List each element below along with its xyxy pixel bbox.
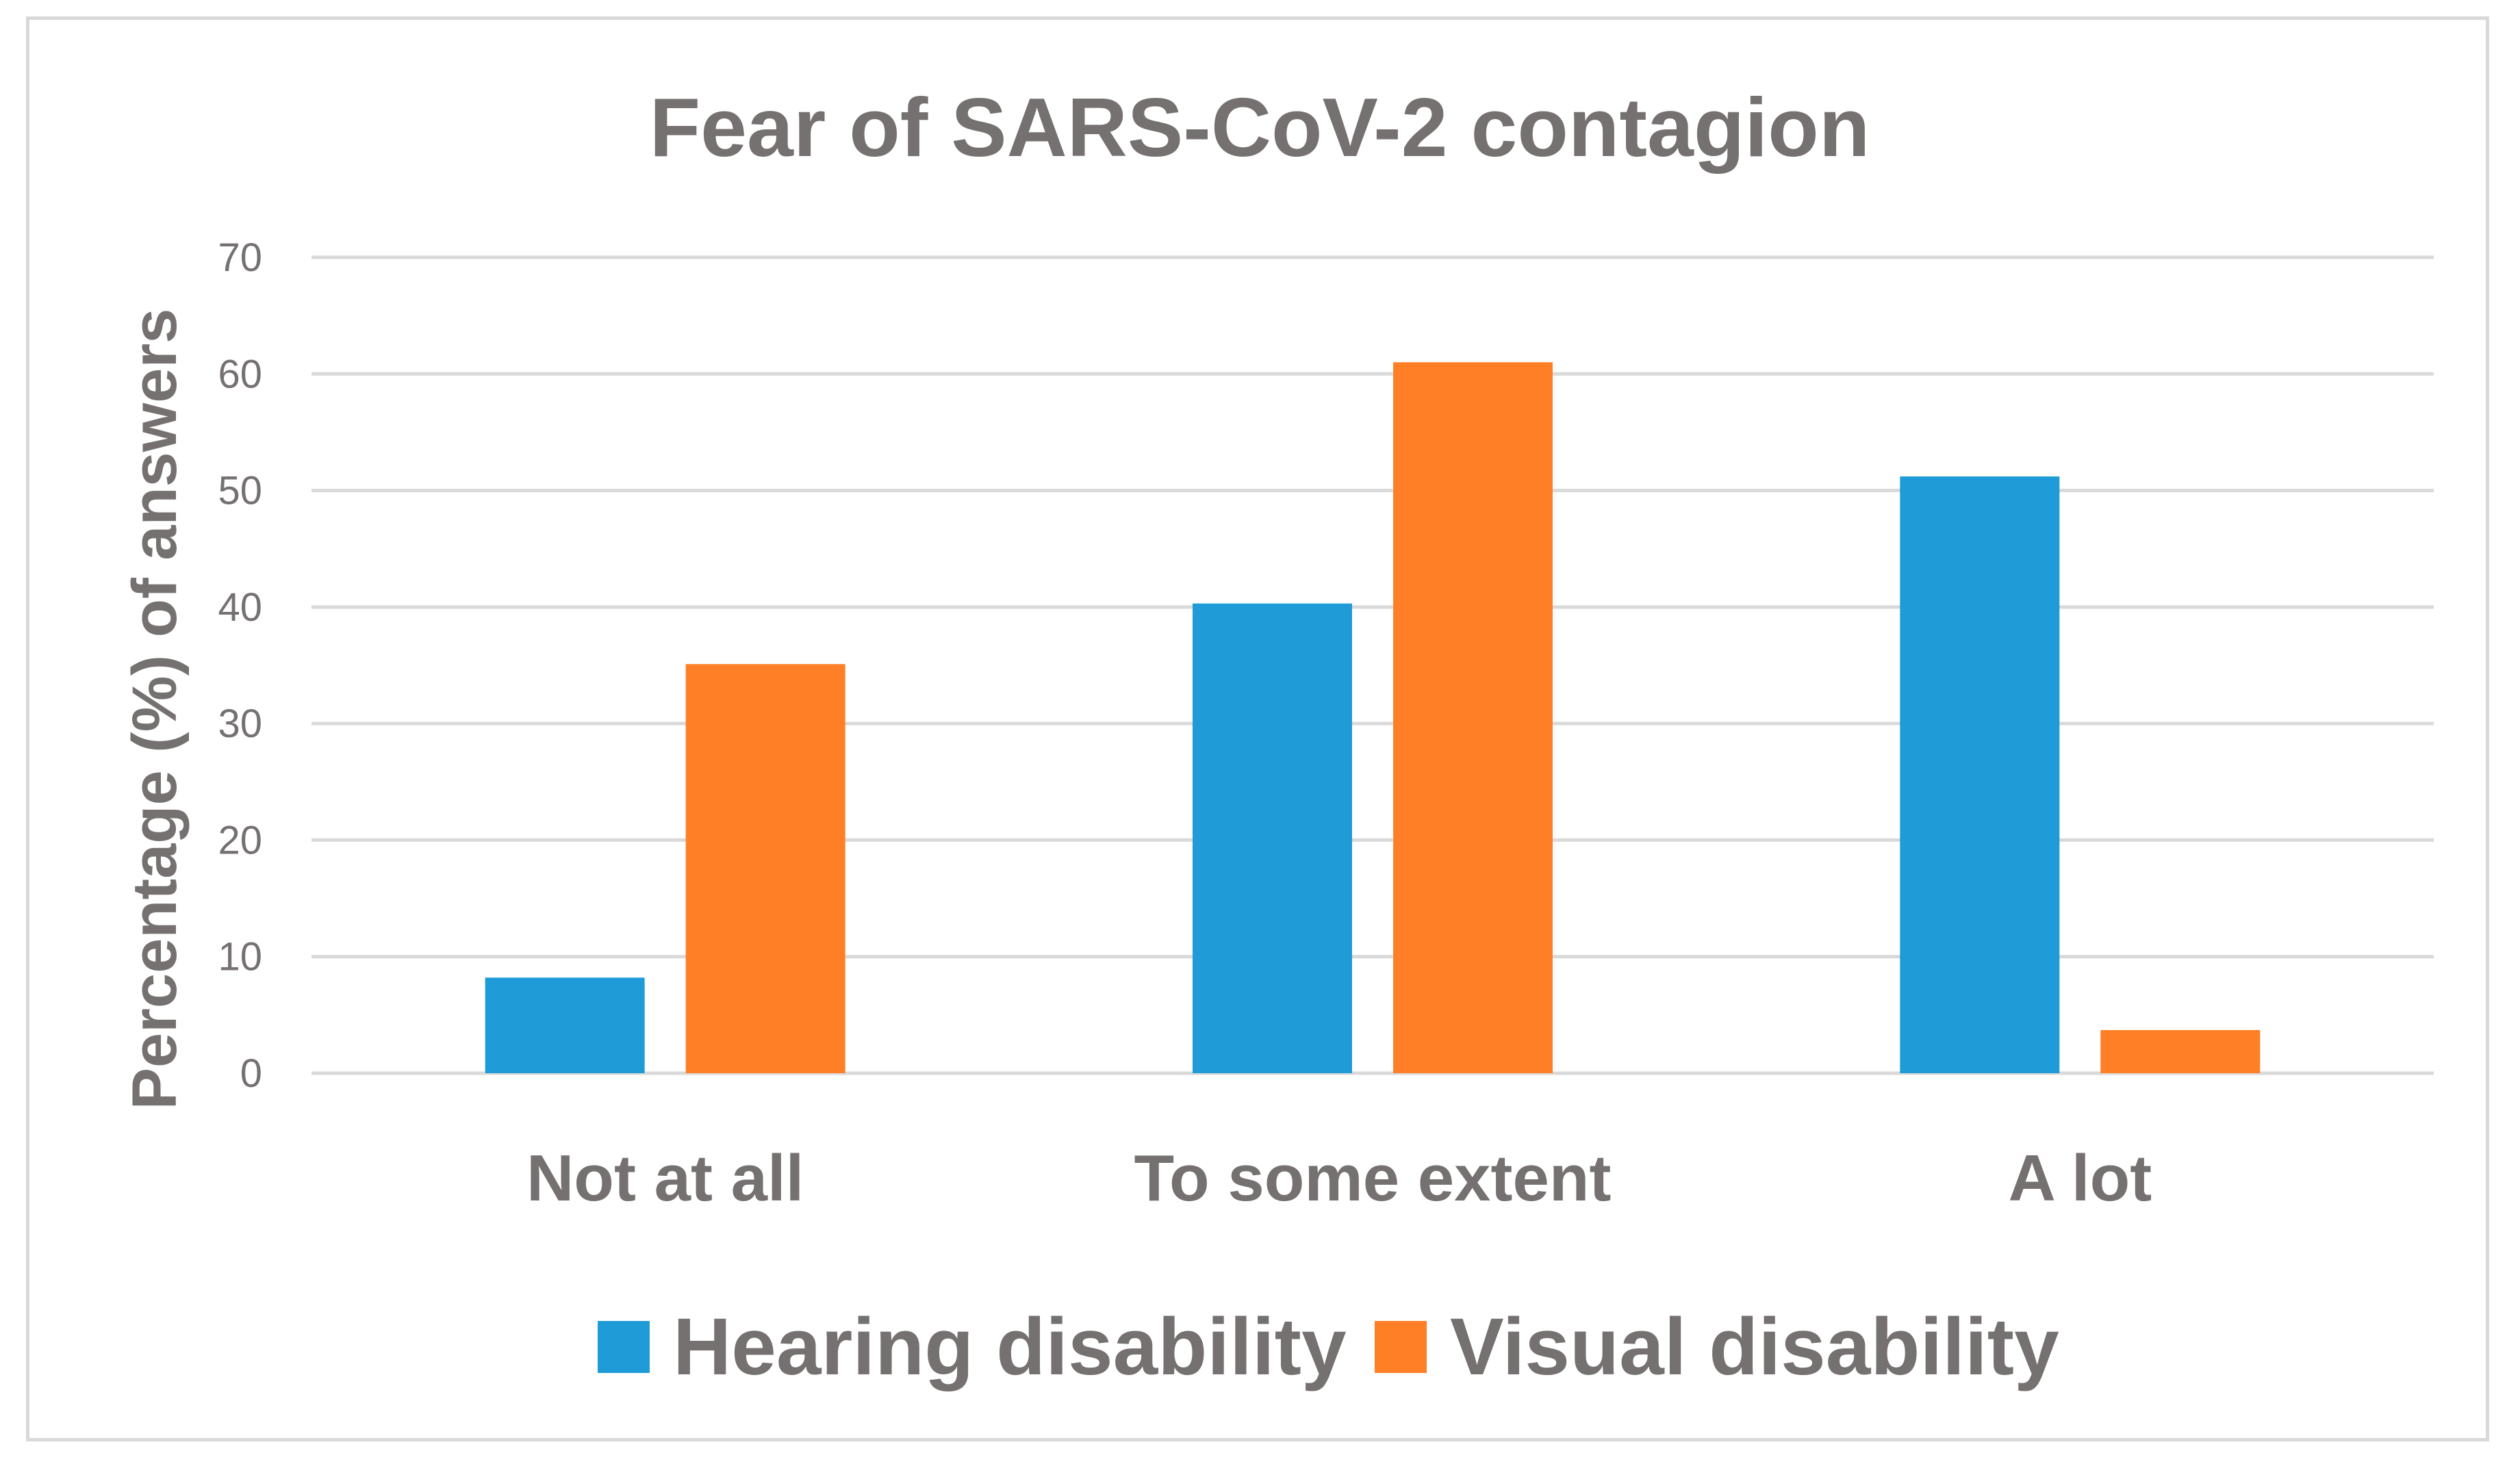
- legend-swatch-hearing-disability: [598, 1321, 650, 1373]
- legend-label-visual-disability: Visual disability: [1450, 1302, 2059, 1392]
- bar-hearing-disability-to-some-extent: [1193, 603, 1352, 1073]
- bars: [485, 362, 2261, 1074]
- y-tick-label: 50: [218, 469, 262, 513]
- bar-visual-disability-a-lot: [2100, 1029, 2261, 1073]
- legend-swatch-visual-disability: [1375, 1321, 1427, 1373]
- x-axis-ticks: Not at all To some extent A lot: [526, 1142, 2152, 1215]
- y-tick-label: 30: [218, 702, 262, 746]
- y-tick-label: 20: [218, 818, 262, 862]
- y-tick-label: 60: [218, 352, 262, 396]
- y-tick-label: 40: [218, 585, 262, 630]
- legend-label-hearing-disability: Hearing disability: [673, 1302, 1347, 1392]
- x-tick-label: A lot: [2008, 1142, 2152, 1215]
- bar-hearing-disability-not-at-all: [485, 977, 645, 1073]
- y-tick-label: 0: [240, 1051, 262, 1096]
- x-tick-label: Not at all: [526, 1142, 804, 1215]
- y-axis-label: Percentage (%) of answers: [120, 309, 190, 1110]
- chart-title: Fear of SARS-CoV-2 contagion: [650, 81, 1870, 174]
- bar-visual-disability-not-at-all: [685, 664, 845, 1073]
- y-axis-ticks: 0 10 20 30 40 50 60 70: [218, 235, 262, 1096]
- x-tick-label: To some extent: [1134, 1142, 1611, 1215]
- gridlines: [311, 255, 2434, 1075]
- y-tick-label: 70: [218, 235, 262, 280]
- legend: Hearing disability Visual disability: [598, 1302, 2059, 1392]
- y-tick-label: 10: [218, 935, 262, 979]
- bar-hearing-disability-a-lot: [1900, 476, 2060, 1073]
- bar-visual-disability-to-some-extent: [1393, 362, 1553, 1074]
